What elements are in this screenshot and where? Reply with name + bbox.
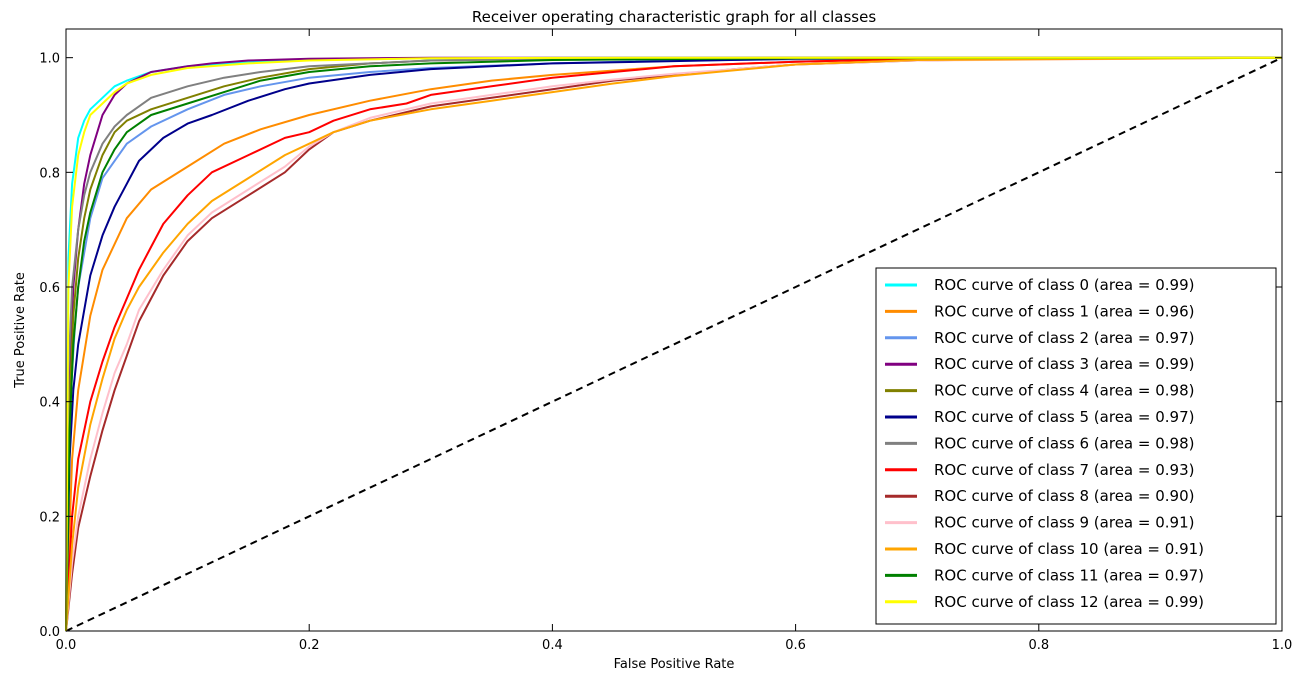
legend-item: ROC curve of class 9 (area = 0.91)	[885, 514, 1194, 532]
legend-label: ROC curve of class 10 (area = 0.91)	[934, 540, 1204, 558]
legend-label: ROC curve of class 8 (area = 0.90)	[934, 487, 1194, 505]
x-tick-label: 0.2	[299, 638, 320, 653]
roc-curve-class-11	[65, 56, 1283, 632]
roc-curve-class-10	[65, 56, 1283, 632]
legend-label: ROC curve of class 3 (area = 0.99)	[934, 355, 1194, 373]
legend-item: ROC curve of class 3 (area = 0.99)	[885, 355, 1194, 373]
roc-curve-class-6	[65, 56, 1283, 632]
legend-item: ROC curve of class 0 (area = 0.99)	[885, 276, 1194, 294]
x-tick-label: 0.6	[785, 638, 806, 653]
y-tick-label: 1.0	[39, 52, 60, 67]
legend-label: ROC curve of class 5 (area = 0.97)	[934, 408, 1194, 426]
legend-label: ROC curve of class 7 (area = 0.93)	[934, 461, 1194, 479]
y-tick-label: 0.6	[39, 281, 60, 296]
y-tick-label: 0.0	[39, 625, 60, 640]
y-tick-label: 0.4	[39, 396, 60, 411]
legend-label: ROC curve of class 1 (area = 0.96)	[934, 302, 1194, 320]
legend-item: ROC curve of class 6 (area = 0.98)	[885, 434, 1194, 452]
legend-item: ROC curve of class 1 (area = 0.96)	[885, 302, 1194, 320]
x-axis-label: False Positive Rate	[614, 657, 735, 672]
legend-item: ROC curve of class 12 (area = 0.99)	[885, 593, 1204, 611]
legend-label: ROC curve of class 12 (area = 0.99)	[934, 593, 1204, 611]
legend-item: ROC curve of class 2 (area = 0.97)	[885, 329, 1194, 347]
legend-item: ROC curve of class 4 (area = 0.98)	[885, 382, 1194, 400]
legend-item: ROC curve of class 8 (area = 0.90)	[885, 487, 1194, 505]
legend-label: ROC curve of class 4 (area = 0.98)	[934, 382, 1194, 400]
x-tick-label: 0.0	[56, 638, 77, 653]
roc-curve-class-12	[65, 56, 1282, 632]
x-tick-label: 0.8	[1028, 638, 1049, 653]
roc-curve-class-7	[65, 56, 1283, 632]
legend-label: ROC curve of class 2 (area = 0.97)	[934, 329, 1194, 347]
legend-item: ROC curve of class 10 (area = 0.91)	[885, 540, 1204, 558]
chart-title: Receiver operating characteristic graph …	[472, 8, 876, 26]
legend-item: ROC curve of class 7 (area = 0.93)	[885, 461, 1194, 479]
y-tick-label: 0.8	[39, 166, 60, 181]
reference-diagonal-line	[65, 56, 1283, 632]
curves-layer	[65, 56, 1283, 632]
legend: ROC curve of class 0 (area = 0.99) ROC cu…	[875, 267, 1277, 625]
legend-label: ROC curve of class 0 (area = 0.99)	[934, 276, 1194, 294]
ticks-layer: 0.0 0.2 0.4 0.6 0.8 1.0 0.0 0.2 0.4 0.6 0.8 1.0	[39, 29, 1292, 653]
roc-curve-class-9	[65, 56, 1283, 632]
legend-label: ROC curve of class 11 (area = 0.97)	[934, 566, 1204, 584]
roc-curve-class-5	[65, 56, 1283, 632]
legend-item: ROC curve of class 5 (area = 0.97)	[885, 408, 1194, 426]
legend-label: ROC curve of class 6 (area = 0.98)	[934, 434, 1194, 452]
x-tick-label: 0.4	[542, 638, 563, 653]
y-tick-label: 0.2	[39, 510, 60, 525]
plot-frame	[65, 28, 1283, 632]
y-axis-label: True Positive Rate	[13, 272, 28, 389]
legend-item: ROC curve of class 11 (area = 0.97)	[885, 566, 1204, 584]
legend-box	[875, 267, 1277, 625]
legend-label: ROC curve of class 9 (area = 0.91)	[934, 514, 1194, 532]
x-tick-label: 1.0	[1272, 638, 1293, 653]
